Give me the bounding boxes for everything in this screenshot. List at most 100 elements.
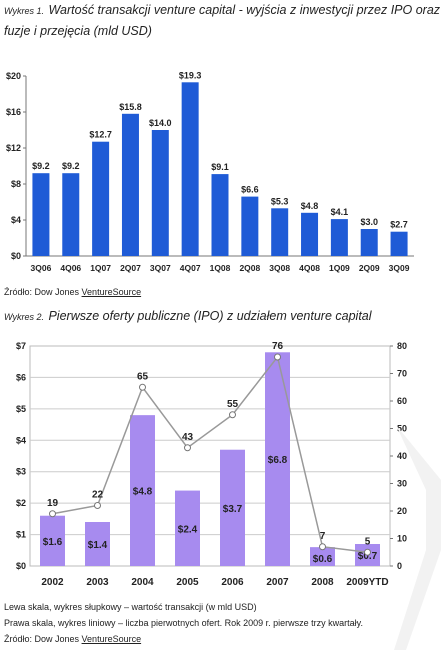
chart2-note-left: Lewa skala, wykres słupkowy – wartość tr… — [4, 602, 257, 612]
chart1-data-label: $9.2 — [32, 161, 50, 171]
chart2-y-right-tick-label: 50 — [397, 424, 407, 434]
chart2-source-name: VentureSource — [81, 634, 142, 644]
chart2-line-point — [229, 411, 236, 419]
chart1-bar — [211, 174, 229, 256]
chart1-data-label: $12.7 — [89, 130, 112, 140]
chart1-data-label: $4.8 — [301, 201, 319, 211]
chart1-bar — [360, 229, 378, 256]
chart2-source: Źródło: Dow Jones VentureSource — [4, 634, 141, 644]
chart2-bar — [40, 515, 65, 566]
chart1-x-tick-label: 2Q08 — [239, 263, 260, 273]
chart2-bar-label: $2.4 — [178, 524, 198, 535]
chart2-bar — [310, 547, 335, 566]
chart1-source-name: VentureSource — [81, 287, 142, 297]
chart2-line-label: 76 — [272, 341, 284, 352]
chart2-y-left-tick-label: $1 — [16, 530, 26, 540]
chart2-bar-label: $6.8 — [268, 455, 288, 466]
watermark-shape — [394, 425, 441, 650]
chart2-x-tick-label: 2005 — [176, 577, 199, 588]
chart2-line-point — [49, 510, 56, 518]
chart2-bar-label: $1.6 — [43, 537, 63, 548]
chart1-x-tick-label: 3Q07 — [150, 263, 171, 273]
chart2-bar-label: $4.8 — [133, 487, 153, 498]
chart1-x-tick-label: 1Q07 — [90, 263, 111, 273]
chart2-y-left-tick-label: $0 — [16, 561, 26, 571]
chart2-x-tick-label: 2006 — [221, 577, 244, 588]
chart2-line-label: 65 — [137, 371, 149, 382]
chart2-bar — [175, 490, 200, 566]
chart2-line-point — [139, 383, 146, 391]
chart2-x-tick-label: 2007 — [266, 577, 289, 588]
chart1-x-tick-label: 4Q08 — [299, 263, 320, 273]
chart1-data-label: $6.6 — [241, 185, 259, 195]
chart1-data-label: $9.1 — [211, 162, 229, 172]
chart1-bar — [241, 196, 259, 256]
chart2-y-left-tick-label: $7 — [16, 341, 26, 351]
chart2-line-label: 43 — [182, 432, 194, 443]
chart2-y-right-tick-label: 30 — [397, 479, 407, 489]
chart2-y-right-tick-label: 10 — [397, 534, 407, 544]
chart2-bar — [130, 415, 155, 566]
chart2-bar — [265, 352, 290, 566]
chart1-y-tick-label: $0 — [11, 251, 21, 261]
chart2-y-right-tick-label: 60 — [397, 396, 407, 406]
chart2-line-label: 19 — [47, 498, 59, 509]
chart1-x-tick-label: 3Q06 — [31, 263, 52, 273]
chart2-y-left-tick-label: $3 — [16, 467, 26, 477]
chart2-y-left-tick-label: $5 — [16, 404, 26, 414]
chart2-line-label: 5 — [365, 536, 371, 547]
chart2-line-point — [319, 543, 326, 551]
chart2-bar — [220, 449, 245, 566]
chart1-x-tick-label: 4Q07 — [180, 263, 201, 273]
chart2-x-tick-label: 2003 — [86, 577, 109, 588]
chart2-bar-label: $0.7 — [358, 551, 378, 562]
chart1-bar — [271, 208, 289, 256]
chart1-bar — [62, 173, 80, 256]
chart2-source-prefix: Źródło: Dow Jones — [4, 634, 82, 644]
chart1-caption: Wykres 1. Wartość transakcji venture cap… — [4, 0, 444, 41]
chart1-bar — [121, 113, 139, 256]
chart2-bar-label: $1.4 — [88, 540, 108, 551]
chart2-bar — [85, 522, 110, 566]
chart1-bar — [92, 141, 110, 256]
chart2-line-label: 22 — [92, 490, 104, 501]
chart2-line-label: 7 — [320, 531, 326, 542]
chart1-data-label: $3.0 — [360, 217, 378, 227]
chart2-y-left-tick-label: $6 — [16, 372, 26, 382]
chart2-line-point — [274, 353, 281, 361]
chart1-data-label: $15.8 — [119, 102, 142, 112]
chart2-caption-text: Pierwsze oferty publiczne (IPO) z udział… — [48, 309, 372, 323]
chart2-caption-prefix: Wykres 2. — [4, 312, 45, 322]
chart1-svg: $0 $4 $8 $12 $16 $20 $9.2 3Q06 $9.2 4Q06 $12.7 1Q07… — [6, 70, 414, 273]
chart2-svg: $0 $1 $2 $3 $4 $5 $6 $7 0 10 20 30 40 50 60 70 80 $1.6 200… — [16, 341, 407, 588]
chart1-bar — [301, 212, 319, 256]
chart1-x-tick-label: 4Q06 — [60, 263, 81, 273]
chart1-caption-prefix: Wykres 1. — [4, 6, 45, 16]
chart2-y-right-tick-label: 70 — [397, 369, 407, 379]
chart2-y-right-tick-label: 0 — [397, 561, 402, 571]
chart1-y-tick-label: $12 — [6, 143, 21, 153]
chart1-y-tick-label: $8 — [11, 179, 21, 189]
chart1-source: Źródło: Dow Jones VentureSource — [4, 287, 141, 297]
chart2-x-tick-label: 2002 — [41, 577, 64, 588]
chart1-bar — [390, 231, 408, 256]
chart1-bar — [181, 82, 199, 256]
chart1-data-label: $9.2 — [62, 161, 80, 171]
chart1-x-tick-label: 3Q09 — [389, 263, 410, 273]
chart1-x-tick-label: 1Q09 — [329, 263, 350, 273]
chart2-line-point — [364, 548, 371, 556]
chart1-data-label: $5.3 — [271, 196, 289, 206]
chart1-x-tick-label: 2Q07 — [120, 263, 141, 273]
chart2-bar-label: $0.6 — [313, 554, 333, 565]
chart2-y-left-tick-label: $4 — [16, 435, 26, 445]
chart2-x-tick-label: 2004 — [131, 577, 154, 588]
chart2-y-left-tick-label: $2 — [16, 498, 26, 508]
chart1-y-tick-label: $20 — [6, 71, 21, 81]
chart1-data-label: $19.3 — [179, 70, 202, 80]
chart1-caption-text: Wartość transakcji venture capital - wyj… — [4, 3, 441, 38]
chart2-line-point — [184, 444, 191, 452]
chart2-line-label: 55 — [227, 399, 239, 410]
chart2-x-tick-label: 2008 — [311, 577, 334, 588]
chart1-x-tick-label: 2Q09 — [359, 263, 380, 273]
chart1-bar — [151, 130, 169, 256]
